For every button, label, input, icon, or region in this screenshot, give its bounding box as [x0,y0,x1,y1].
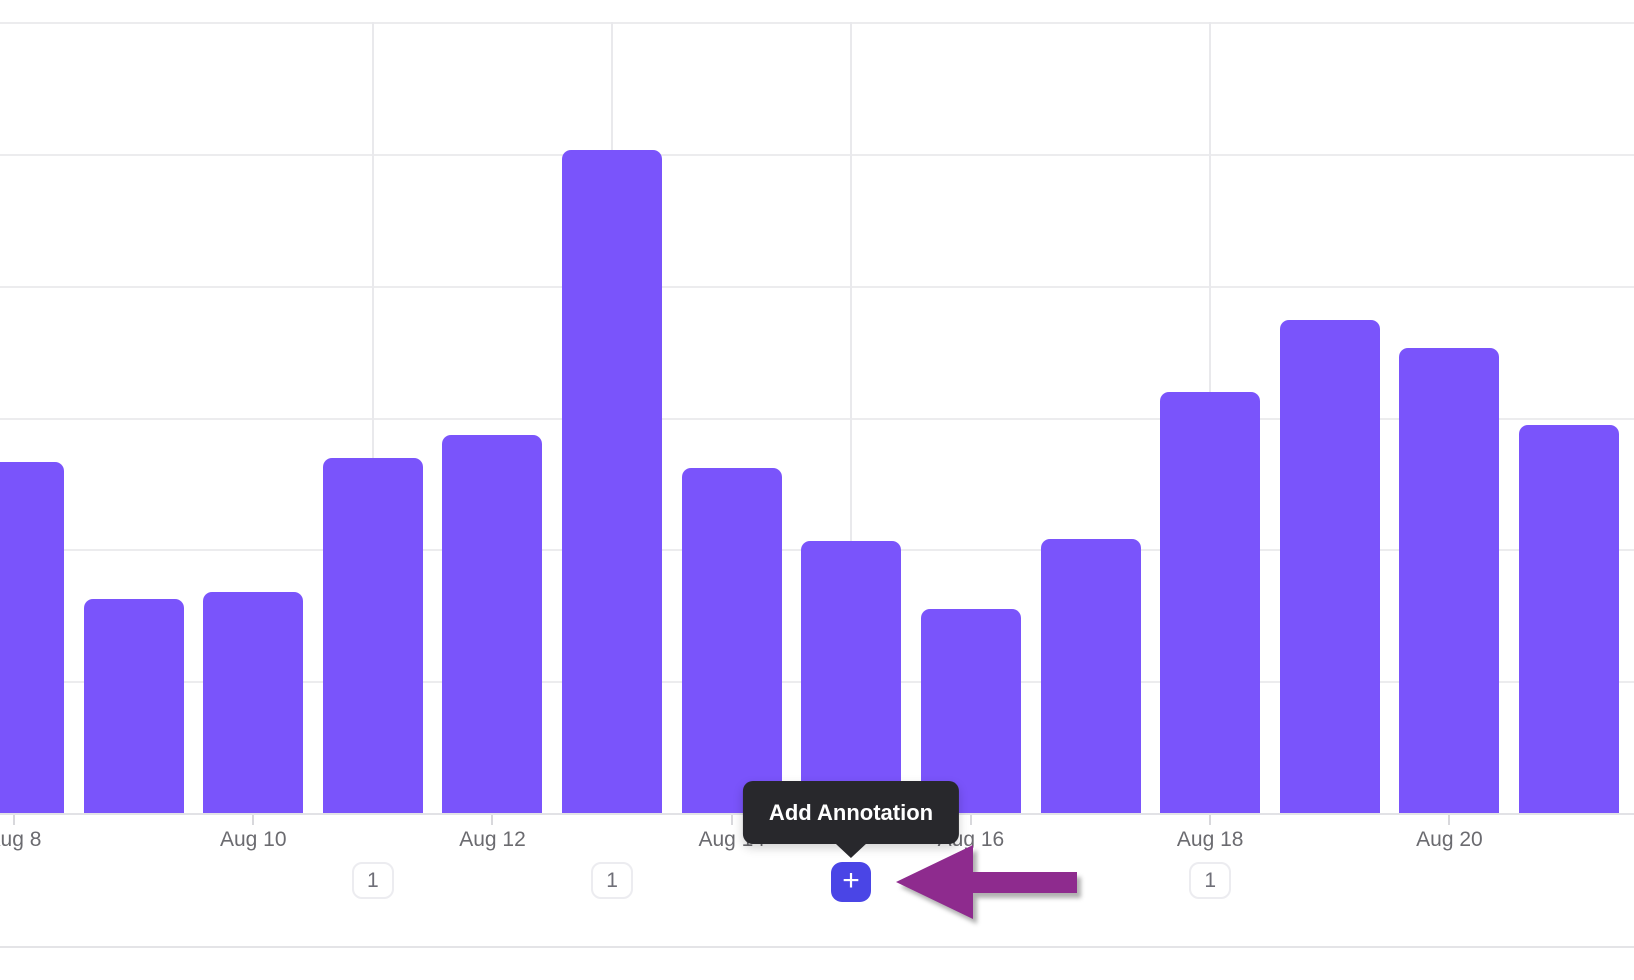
bar-aug-12[interactable] [442,434,543,813]
x-tick [969,815,972,825]
bar-aug-10[interactable] [203,591,304,813]
x-tick [13,815,15,825]
bar-aug-18[interactable] [1160,392,1261,813]
bar-aug-8[interactable] [0,462,64,813]
x-tick-label: Aug 20 [1416,828,1483,851]
y-gridline [0,22,1634,24]
bar-aug-20[interactable] [1399,347,1500,813]
x-tick [1209,815,1212,825]
add-annotation-button[interactable]: + [831,862,871,902]
y-gridline [0,153,1634,156]
x-tick [252,815,255,825]
add-annotation-tooltip: Add Annotation [742,781,960,844]
y-gridline [0,285,1634,288]
bar-aug-19[interactable] [1279,319,1380,813]
annotation-count-badge[interactable]: 1 [591,862,634,899]
x-tick [491,815,494,825]
plus-icon: + [842,864,860,897]
annotation-count-badge[interactable]: 1 [351,862,394,899]
x-tick-label: Aug 10 [219,828,287,851]
x-tick-label: Aug 12 [459,828,526,851]
left-arrow-icon [896,845,1077,919]
annotation-count-badge[interactable]: 1 [1189,862,1232,899]
x-tick-label: Aug 18 [1176,828,1244,851]
bar-aug-14[interactable] [681,467,782,813]
annotation-guide-line [850,22,853,813]
bottom-divider [0,946,1634,948]
add-annotation-tooltip-label: Add Annotation [768,799,934,825]
bar-aug-17[interactable] [1040,538,1141,813]
bar-aug-11[interactable] [322,458,423,813]
bar-aug-9[interactable] [83,599,184,813]
x-tick [1448,815,1451,825]
y-gridline [0,417,1634,420]
x-tick-label: Aug 8 [0,828,42,851]
x-tick [730,815,733,825]
bar-aug-21[interactable] [1519,425,1620,813]
bar-aug-13[interactable] [562,149,663,813]
bar-aug-16[interactable] [920,608,1021,813]
annotation-guide-line [371,22,374,813]
bar-aug-15[interactable] [801,541,902,813]
